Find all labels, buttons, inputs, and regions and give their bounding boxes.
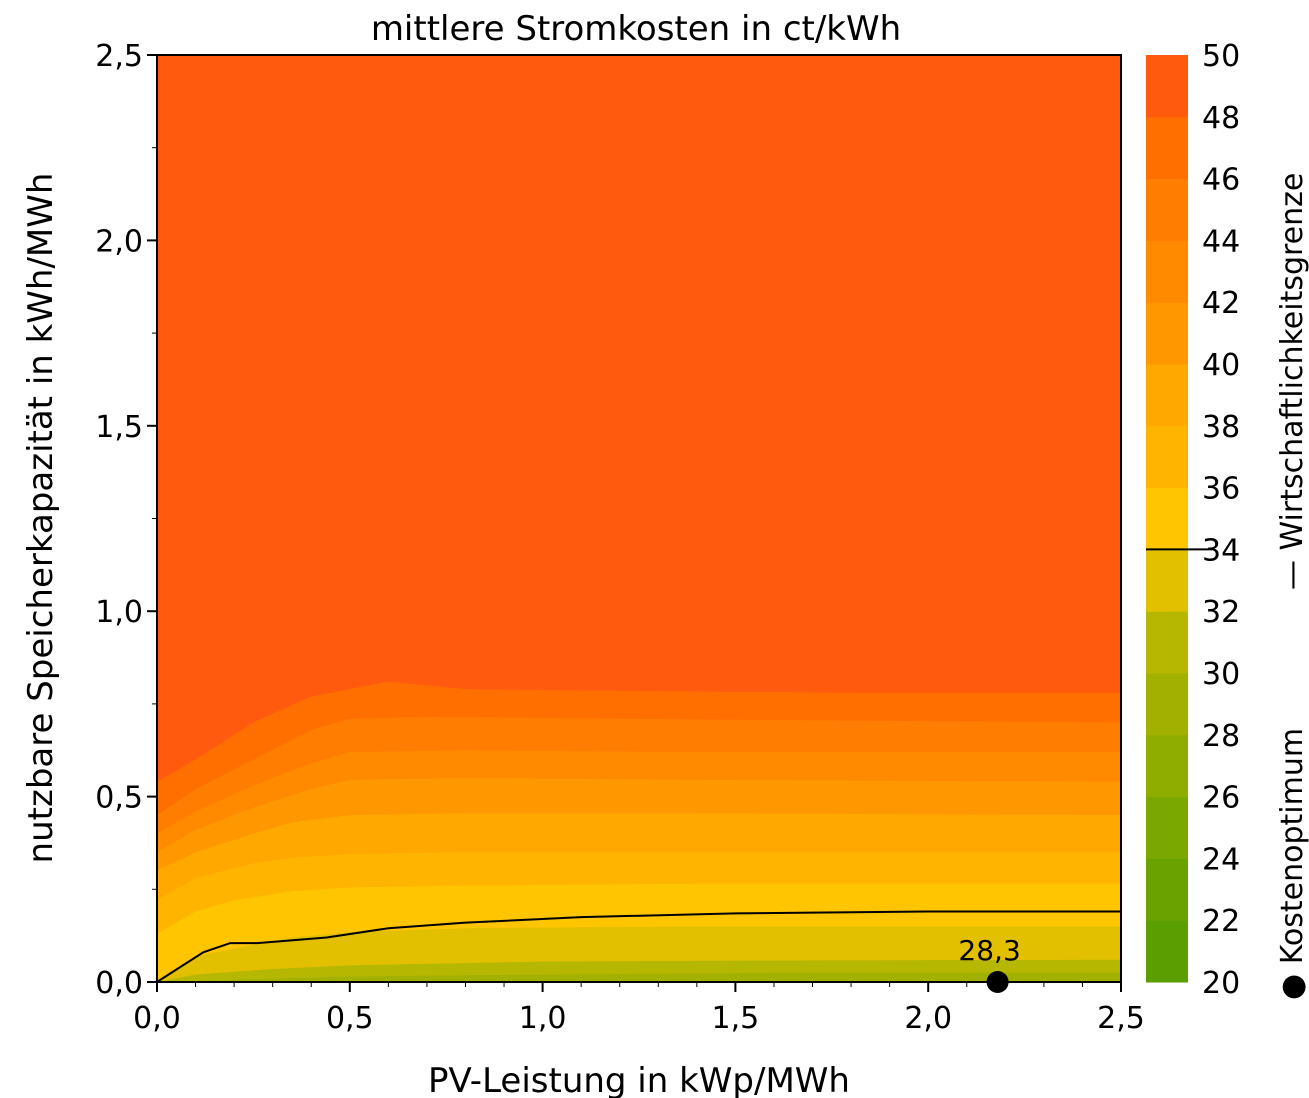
colorbar-tick-label: 34 (1202, 533, 1240, 568)
colorbar-tick-label: 32 (1202, 595, 1240, 630)
colorbar-level-1 (1146, 858, 1188, 921)
colorbar-level-0 (1146, 920, 1188, 983)
colorbar-tick-label: 20 (1202, 966, 1240, 1001)
x-tick-label: 1,5 (712, 1001, 760, 1036)
y-axis: 0,0 0,5 1,0 1,5 2,0 2,5 (95, 39, 157, 1001)
contour-overlays (157, 910, 1121, 982)
colorbar-tick-label: 22 (1202, 904, 1240, 939)
colorbar-level-4 (1146, 673, 1188, 736)
optimum-legend-label: ● Kostenoptimum (1275, 728, 1309, 1000)
colorbar-level-12 (1146, 178, 1188, 241)
colorbar-level-7 (1146, 487, 1188, 550)
colorbar-tick-label: 36 (1202, 472, 1240, 507)
x-axis-label: PV-Leistung in kWp/MWh (428, 1061, 850, 1098)
x-tick-label: 0,5 (326, 1001, 374, 1036)
colorbar-tick-label: 50 (1202, 39, 1240, 74)
colorbar-tick-label: 40 (1202, 348, 1240, 383)
contour-band-9 (157, 972, 1121, 982)
colorbar-tick-label: 44 (1202, 224, 1240, 259)
y-axis-label: nutzbare Speicherkapazität in kWh/MWh (21, 173, 61, 864)
boundary-legend-label: — Wirtschaftlichkeitsgrenze (1275, 173, 1309, 590)
colorbar-tick-label: 24 (1202, 842, 1240, 877)
colorbar-level-2 (1146, 796, 1188, 859)
colorbar-level-14 (1146, 55, 1188, 118)
colorbar-tick-label: 30 (1202, 657, 1240, 692)
chart-title: mittlere Stromkosten in ct/kWh (371, 9, 901, 49)
x-tick-label: 2,5 (1097, 1001, 1145, 1036)
colorbar-ticks: 20 22 24 26 28 30 32 34 36 38 40 42 44 46 48 50 (1202, 39, 1240, 1001)
y-tick-label: 2,0 (95, 224, 143, 259)
colorbar-tick-label: 26 (1202, 781, 1240, 816)
y-tick-label: 1,0 (95, 595, 143, 630)
contour-fills (157, 55, 1121, 982)
colorbar-level-5 (1146, 611, 1188, 674)
colorbar-level-3 (1146, 734, 1188, 798)
x-tick-label: 1,0 (519, 1001, 567, 1036)
x-tick-label: 2,0 (904, 1001, 952, 1036)
boundary-line (157, 910, 1121, 982)
y-tick-label: 2,5 (95, 39, 143, 74)
colorbar-tick-label: 42 (1202, 286, 1240, 321)
colorbar-level-8 (1146, 425, 1188, 489)
x-tick-label: 0,0 (133, 1001, 181, 1036)
colorbar-level-9 (1146, 364, 1188, 427)
colorbar-tick-label: 38 (1202, 410, 1240, 445)
colorbar-level-6 (1146, 549, 1188, 612)
colorbar-level-11 (1146, 240, 1188, 303)
optimum-marker (986, 971, 1009, 993)
y-tick-label: 1,5 (95, 410, 143, 445)
colorbar-level-10 (1146, 302, 1188, 365)
colorbar-tick-label: 28 (1202, 719, 1240, 754)
y-tick-label: 0,5 (95, 781, 143, 816)
colorbar-tick-label: 48 (1202, 101, 1240, 136)
colorbar-level-13 (1146, 116, 1188, 180)
x-axis: 0,0 0,5 1,0 1,5 2,0 2,5 (133, 982, 1145, 1036)
colorbar-tick-label: 46 (1202, 163, 1240, 198)
colorbar (1146, 55, 1212, 983)
optimum-label: 28,3 (958, 934, 1020, 967)
y-tick-label: 0,0 (95, 966, 143, 1001)
